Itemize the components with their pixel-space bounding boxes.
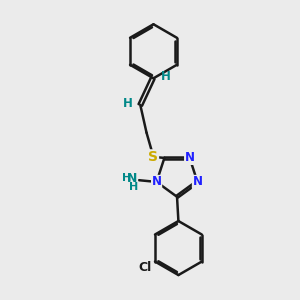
Text: N: N: [184, 152, 195, 164]
Text: N: N: [152, 176, 162, 188]
Text: H: H: [130, 182, 139, 192]
Text: H: H: [122, 173, 131, 184]
Text: N: N: [192, 176, 203, 188]
Text: S: S: [148, 150, 158, 164]
Text: H: H: [160, 70, 170, 83]
Text: N: N: [127, 172, 137, 185]
Text: Cl: Cl: [139, 261, 152, 274]
Text: H: H: [123, 97, 133, 110]
